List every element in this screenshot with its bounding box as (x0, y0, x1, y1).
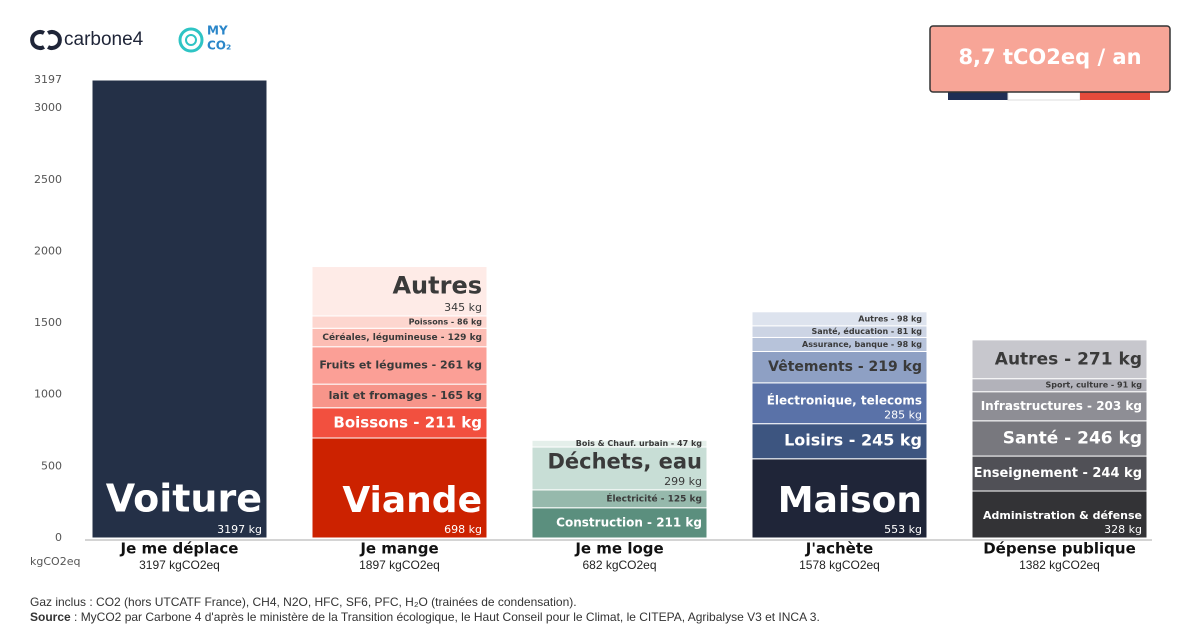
total-label: 1578 kgCO2eq (799, 558, 880, 572)
brand-logo: carbone4 (30, 29, 144, 50)
bar-segment (751, 311, 928, 327)
category-label: Je me loge (574, 540, 663, 558)
source-text: : MyCO2 par Carbone 4 d'après le ministè… (71, 610, 820, 624)
flag-red (1080, 90, 1150, 100)
segment-label: Viande (342, 480, 482, 521)
bar-segment (971, 339, 1148, 380)
source-label: Source (30, 610, 71, 624)
badge-box (929, 25, 1171, 93)
segment-label: Fruits et légumes - 261 kg (319, 358, 482, 371)
total-label: 1382 kgCO2eq (1019, 558, 1100, 572)
segment-label: Électronique, telecoms (767, 393, 922, 408)
segment-label: Autres - 271 kg (995, 349, 1142, 369)
y-tick-label: 3000 (34, 101, 62, 114)
y-axis-label: kgCO2eq (30, 555, 80, 568)
value-label: 285 kg (884, 409, 922, 422)
bar-segment (311, 266, 488, 317)
bar-segment (971, 455, 1148, 492)
segment-label: Sport, culture - 91 kg (1045, 381, 1142, 390)
segment-label: Céréales, légumineuse - 129 kg (322, 332, 482, 343)
bar-segment (91, 79, 268, 539)
badge: 8,7 tCO2eq / an (929, 25, 1171, 101)
value-label: 328 kg (1104, 523, 1142, 536)
bar-segment (751, 458, 928, 539)
bar-segment (531, 446, 708, 491)
category-label: Dépense publique (983, 540, 1136, 558)
segment-label: Vêtements - 219 kg (768, 359, 922, 375)
brand-icon (47, 30, 62, 50)
y-tick-label: 3197 (34, 73, 62, 86)
segment-label: Enseignement - 244 kg (974, 466, 1142, 481)
y-tick-label: 500 (41, 459, 62, 472)
segment-label: Assurance, banque - 98 kg (802, 340, 922, 349)
bar-segment (971, 391, 1148, 422)
bar-segment (531, 439, 708, 448)
partner-name: CO₂ (207, 39, 231, 53)
bar-segment (751, 382, 928, 425)
partner-icon (178, 27, 204, 53)
value-label: 3197 kg (217, 523, 262, 536)
brand-name: carbone4 (64, 29, 144, 50)
value-label: 553 kg (884, 523, 922, 536)
total-label: 682 kgCO2eq (582, 558, 656, 572)
value-label: 299 kg (664, 475, 702, 488)
segment-label: lait et fromages - 165 kg (329, 389, 482, 402)
bar-segment (311, 407, 488, 439)
source: Source : MyCO2 par Carbone 4 d'après le … (30, 610, 820, 624)
segment-label: Administration & défense (983, 509, 1142, 522)
segment-label: Maison (778, 480, 922, 521)
segment-label: Autres - 98 kg (858, 314, 922, 323)
y-tick-label: 2500 (34, 173, 62, 186)
partner-logo: MY CO₂ (178, 24, 231, 53)
partner-name: MY (207, 24, 228, 38)
value-label: 698 kg (444, 523, 482, 536)
y-tick-label: 0 (55, 531, 62, 544)
brand-icon (30, 30, 45, 50)
total-label: 3197 kgCO2eq (139, 558, 220, 572)
bar-segment (971, 490, 1148, 539)
segment-label: Déchets, eau (547, 449, 702, 473)
total-label: 1897 kgCO2eq (359, 558, 440, 572)
bar-segment (751, 350, 928, 384)
y-tick-label: 2000 (34, 244, 62, 257)
category-label: Je me déplace (120, 540, 239, 558)
value-label: 345 kg (444, 301, 482, 314)
segment-label: Construction - 211 kg (556, 515, 702, 529)
flag-blue (948, 90, 1008, 100)
badge-text: 8,7 tCO2eq / an (958, 45, 1141, 69)
segment-label: Bois & Chauf. urbain - 47 kg (576, 439, 703, 448)
y-tick-label: 1000 (34, 388, 62, 401)
segment-label: Loisirs - 245 kg (784, 431, 922, 450)
segment-label: Électricité - 125 kg (606, 492, 702, 504)
partner-icon (185, 34, 197, 46)
segment-label: Voiture (106, 477, 262, 521)
segment-label: Santé, éducation - 81 kg (811, 326, 922, 336)
category-label: J'achète (805, 540, 873, 558)
segment-label: Poissons - 86 kg (409, 318, 483, 327)
category-label: Je mange (359, 540, 438, 558)
segment-label: Santé - 246 kg (1003, 428, 1142, 448)
segment-label: Infrastructures - 203 kg (981, 399, 1142, 413)
segment-label: Autres (392, 272, 482, 300)
y-tick-label: 1500 (34, 316, 62, 329)
footnote: Gaz inclus : CO2 (hors UTCATF France), C… (30, 595, 577, 609)
segment-label: Boissons - 211 kg (333, 413, 482, 431)
bar-segment (751, 423, 928, 460)
